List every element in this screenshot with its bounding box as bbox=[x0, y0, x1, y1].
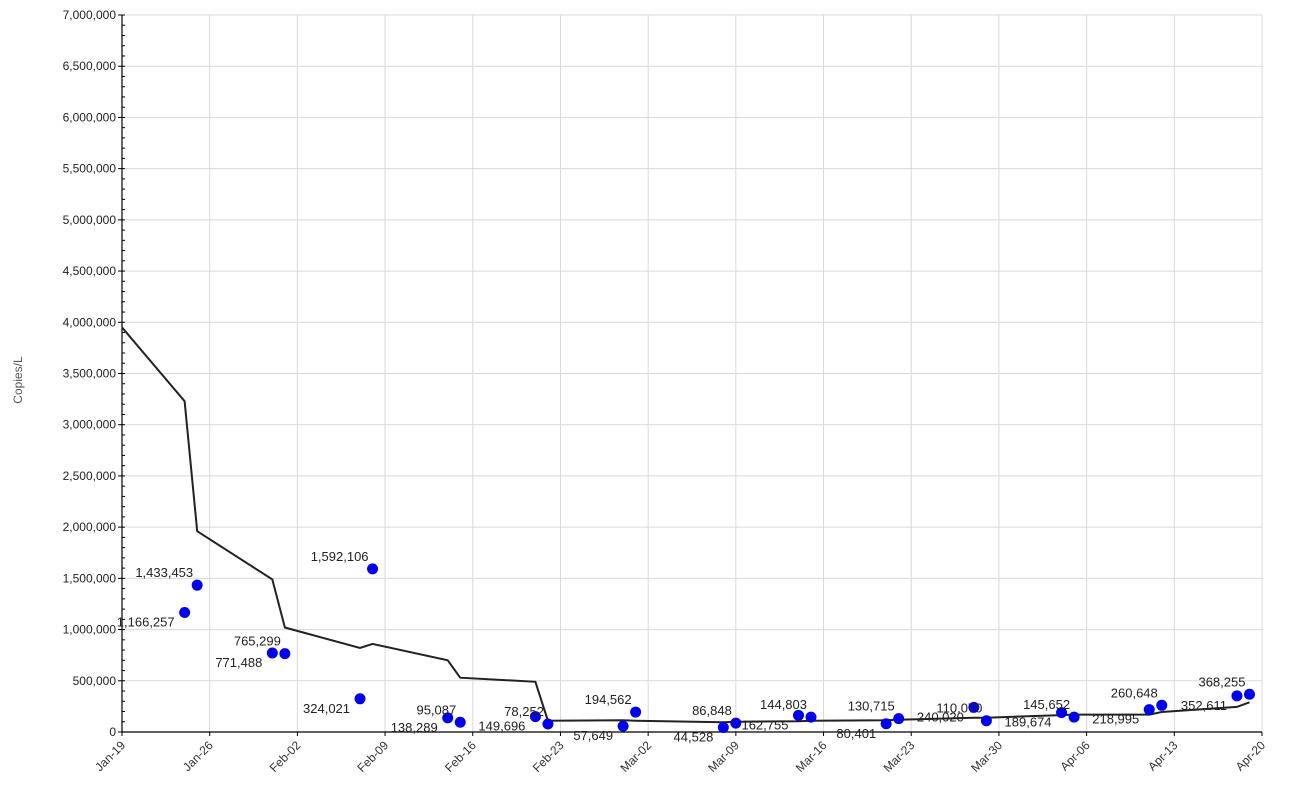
data-point bbox=[367, 563, 379, 575]
data-points bbox=[179, 563, 1255, 733]
y-tick-label: 2,500,000 bbox=[63, 469, 117, 483]
data-label: 352,611 bbox=[1181, 698, 1227, 713]
data-point bbox=[1056, 707, 1068, 719]
data-label: 194,562 bbox=[585, 692, 632, 707]
data-label: 57,649 bbox=[573, 728, 613, 743]
grid bbox=[122, 14, 1263, 732]
y-tick-label: 7,000,000 bbox=[63, 8, 117, 22]
y-tick-label: 1,000,000 bbox=[63, 623, 117, 637]
x-tick-label: Jan-26 bbox=[180, 738, 216, 774]
data-point bbox=[1243, 688, 1255, 700]
data-label: 1,433,453 bbox=[135, 565, 193, 580]
x-tick-label: Feb-09 bbox=[354, 738, 391, 775]
data-point bbox=[179, 607, 191, 619]
data-labels: 1,166,257 1,433,453 771,488 765,299 324,021 1… bbox=[117, 549, 1246, 745]
x-tick-label: Mar-02 bbox=[617, 738, 654, 775]
y-tick-label: 500,000 bbox=[73, 674, 117, 688]
data-point bbox=[529, 711, 541, 723]
data-point bbox=[1068, 711, 1080, 723]
data-point bbox=[630, 706, 642, 718]
data-label: 162,755 bbox=[741, 717, 788, 732]
y-tick-label: 3,500,000 bbox=[63, 367, 117, 381]
data-point bbox=[191, 579, 203, 591]
data-label: 145,652 bbox=[1023, 697, 1070, 712]
data-point bbox=[717, 721, 729, 733]
y-axis-label: Copies/L bbox=[11, 356, 25, 404]
x-tick-label: Apr-06 bbox=[1057, 738, 1093, 774]
data-label: 138,289 bbox=[391, 720, 438, 735]
data-point bbox=[805, 711, 817, 723]
data-label: 130,715 bbox=[848, 699, 895, 714]
data-point bbox=[893, 713, 905, 725]
x-tick-label: Mar-30 bbox=[968, 738, 1005, 775]
data-label: 324,021 bbox=[303, 701, 350, 716]
y-tick-label: 1,500,000 bbox=[63, 571, 117, 585]
data-label: 95,087 bbox=[416, 702, 456, 717]
x-tick-label: Apr-13 bbox=[1145, 738, 1181, 774]
x-tick-label: Mar-23 bbox=[881, 738, 918, 775]
x-tick-label: Feb-23 bbox=[530, 738, 567, 775]
data-point bbox=[617, 720, 629, 732]
data-point bbox=[1231, 690, 1243, 702]
data-label: 189,674 bbox=[1005, 715, 1052, 730]
y-tick-label: 5,000,000 bbox=[63, 213, 117, 227]
data-label: 218,995 bbox=[1092, 712, 1139, 727]
x-tick-label: Jan-19 bbox=[92, 738, 128, 774]
y-tick-label: 6,000,000 bbox=[63, 110, 117, 124]
data-label: 86,848 bbox=[692, 703, 732, 718]
y-tick-label: 4,500,000 bbox=[63, 264, 117, 278]
data-label: 771,488 bbox=[215, 655, 262, 670]
data-point bbox=[279, 648, 291, 660]
data-point bbox=[266, 647, 278, 659]
data-label: 110,070 bbox=[936, 701, 982, 716]
data-point bbox=[442, 712, 454, 724]
data-label: 1,166,257 bbox=[117, 615, 175, 630]
y-tick-label: 3,000,000 bbox=[63, 418, 117, 432]
x-tick-label: Mar-16 bbox=[793, 738, 830, 775]
data-label: 144,803 bbox=[760, 697, 807, 712]
x-tick-label: Apr-20 bbox=[1233, 738, 1269, 774]
data-label: 44,528 bbox=[674, 729, 714, 744]
data-label: 78,252 bbox=[504, 704, 544, 719]
data-label: 765,299 bbox=[234, 634, 281, 649]
data-label: 368,255 bbox=[1198, 674, 1245, 689]
data-point bbox=[454, 716, 466, 728]
data-point bbox=[1143, 704, 1155, 716]
data-point bbox=[542, 718, 554, 730]
y-tick-label: 4,000,000 bbox=[63, 315, 117, 329]
x-tick-label: Feb-02 bbox=[267, 738, 304, 775]
trend-line bbox=[121, 326, 1250, 724]
trend-line-path bbox=[121, 326, 1250, 724]
y-tick-label: 5,500,000 bbox=[63, 162, 117, 176]
data-label: 149,696 bbox=[478, 719, 525, 734]
data-point bbox=[880, 718, 892, 730]
x-tick-label: Feb-16 bbox=[442, 738, 479, 775]
data-point bbox=[980, 715, 992, 727]
data-label: 260,648 bbox=[1111, 685, 1158, 700]
data-point bbox=[792, 709, 804, 721]
data-label: 1,592,106 bbox=[311, 549, 369, 564]
data-label: 240,020 bbox=[917, 709, 964, 724]
data-point bbox=[1156, 699, 1168, 711]
data-point bbox=[354, 693, 366, 705]
data-label: 80,401 bbox=[836, 726, 876, 741]
y-tick-label: 6,500,000 bbox=[63, 59, 117, 73]
data-point bbox=[968, 701, 980, 713]
data-point bbox=[730, 717, 742, 729]
y-tick-label: 0 bbox=[109, 725, 116, 739]
y-tick-label: 2,000,000 bbox=[63, 520, 117, 534]
